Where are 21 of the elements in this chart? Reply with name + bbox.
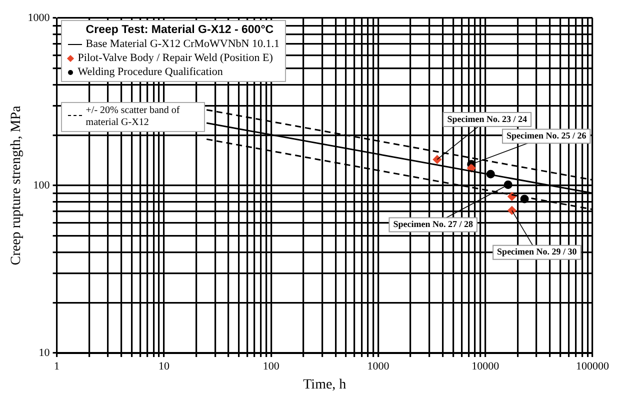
x-tick-label: 1000 (367, 360, 390, 372)
legend-label: +/- 20% scatter band of material G-X12 (86, 105, 181, 129)
legend-label: Welding Procedure Qualification (78, 66, 223, 78)
x-tick-label: 100000 (576, 360, 610, 372)
legend-label: Base Material G-X12 CrMoWVNbN 10.1.1 (86, 38, 280, 50)
annotation: Specimen No. 23 / 24 (447, 114, 528, 124)
y-tick-label: 10 (38, 346, 50, 359)
y-axis-title: Creep rupture strength, MPa (9, 105, 24, 266)
x-tick-label: 1 (54, 360, 60, 372)
legend-label: Pilot-Valve Body / Repair Weld (Position E) (78, 52, 273, 64)
y-tick-label: 1000 (28, 12, 50, 24)
x-tick-label: 100 (262, 360, 280, 372)
annotation: Specimen No. 27 / 28 (393, 219, 474, 230)
x-tick-label: 10000 (472, 360, 500, 372)
annotation: Specimen No. 29 / 30 (497, 246, 578, 257)
x-tick-label: 10 (158, 360, 170, 372)
text: Creep Test: Material G-X12 - 600°C (86, 23, 275, 37)
y-tick-label: 100 (33, 179, 50, 192)
legend-box: +/- 20% scatter band of material G-X12 (60, 102, 205, 132)
x-axis-title: Time, h (303, 377, 346, 392)
annotation: Specimen No. 25 / 26 (506, 130, 587, 141)
